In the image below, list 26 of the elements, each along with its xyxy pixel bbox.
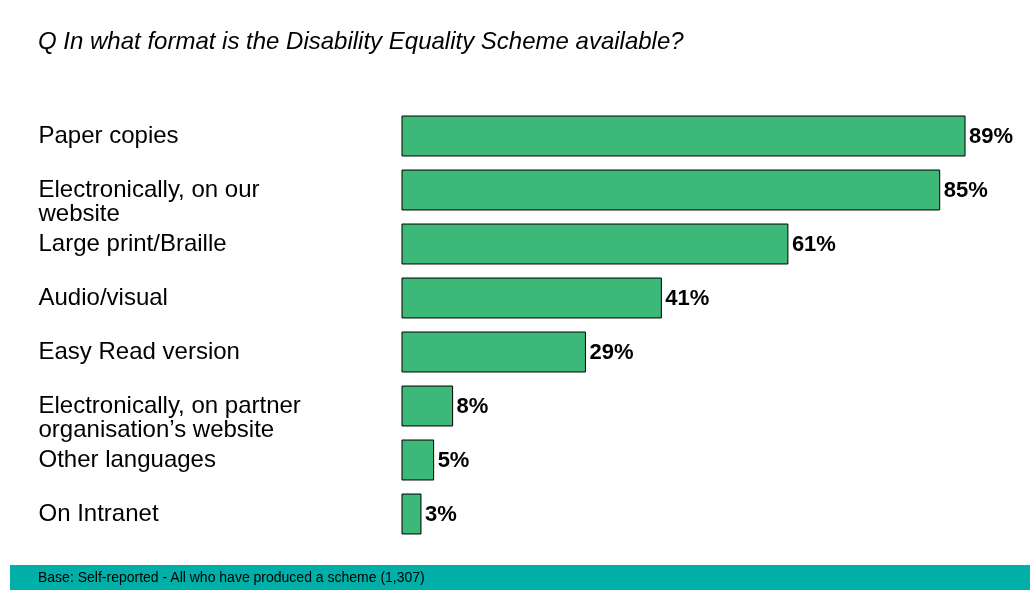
data-label: 5% — [437, 447, 470, 472]
data-label: 61% — [791, 231, 836, 256]
y-tick-label: Large print/Braille — [38, 229, 227, 256]
bar — [401, 331, 586, 373]
y-tick-label: Electronically, on partner organisation’s website — [38, 391, 301, 442]
bar — [401, 277, 662, 319]
chart-title: Q In what format is the Disability Equality Scheme available? — [38, 27, 685, 54]
y-tick-label: Easy Read version — [38, 337, 240, 364]
y-tick-label: Other languages — [38, 445, 216, 472]
data-label: 29% — [589, 339, 634, 364]
bar — [401, 223, 789, 265]
data-label: 3% — [424, 501, 457, 526]
bar — [401, 385, 454, 427]
bar — [401, 439, 435, 481]
y-tick-label: Paper copies — [38, 121, 179, 148]
y-tick-label: On Intranet — [38, 499, 159, 526]
data-label: 8% — [456, 393, 489, 418]
text: Base: Self-reported - All who have produced a scheme (1,307) — [10, 565, 1030, 590]
data-label: 89% — [969, 123, 1014, 148]
data-label: 41% — [665, 285, 710, 310]
bar — [401, 493, 422, 535]
data-label: 85% — [943, 177, 988, 202]
bar — [401, 169, 941, 211]
y-tick-label: Audio/visual — [38, 283, 168, 310]
y-tick-label: Electronically, on our website — [37, 175, 260, 226]
bar — [401, 115, 966, 157]
